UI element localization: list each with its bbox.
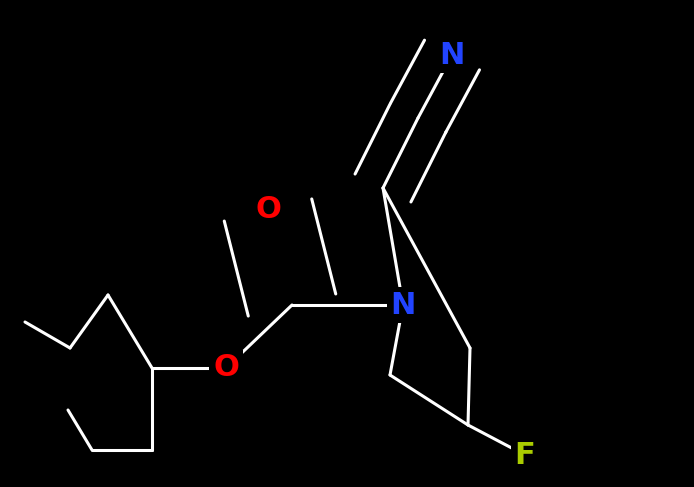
Text: O: O xyxy=(255,195,281,225)
Text: N: N xyxy=(439,40,465,70)
Text: F: F xyxy=(515,441,535,469)
Text: O: O xyxy=(213,354,239,382)
Text: N: N xyxy=(390,291,416,319)
